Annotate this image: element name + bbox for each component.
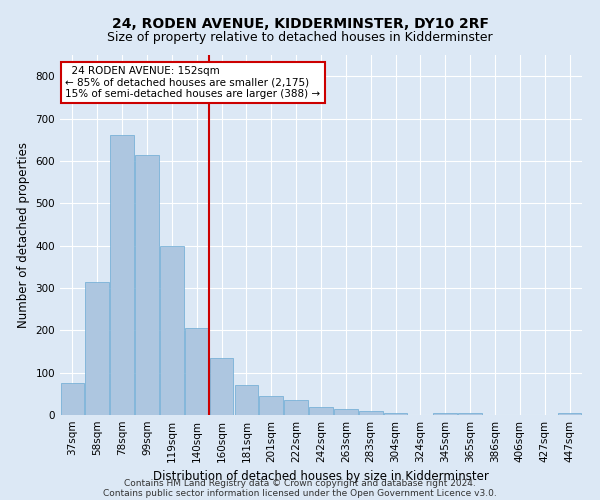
Bar [235,386,258,415]
Bar [558,413,581,415]
Text: 24 RODEN AVENUE: 152sqm
← 85% of detached houses are smaller (2,175)
15% of semi: 24 RODEN AVENUE: 152sqm ← 85% of detache… [65,66,320,99]
Bar [135,154,159,415]
Bar [334,408,358,415]
Bar [160,246,184,415]
Bar [210,358,233,415]
Bar [433,413,457,415]
Bar [284,400,308,415]
Text: Contains HM Land Registry data © Crown copyright and database right 2024.: Contains HM Land Registry data © Crown c… [124,478,476,488]
Text: Size of property relative to detached houses in Kidderminster: Size of property relative to detached ho… [107,31,493,44]
Bar [110,136,134,415]
Y-axis label: Number of detached properties: Number of detached properties [17,142,30,328]
Bar [85,282,109,415]
Bar [61,383,84,415]
Bar [259,396,283,415]
X-axis label: Distribution of detached houses by size in Kidderminster: Distribution of detached houses by size … [153,470,489,484]
Bar [458,413,482,415]
Bar [309,406,333,415]
Text: 24, RODEN AVENUE, KIDDERMINSTER, DY10 2RF: 24, RODEN AVENUE, KIDDERMINSTER, DY10 2R… [112,18,488,32]
Bar [359,411,383,415]
Bar [185,328,209,415]
Bar [384,413,407,415]
Text: Contains public sector information licensed under the Open Government Licence v3: Contains public sector information licen… [103,488,497,498]
